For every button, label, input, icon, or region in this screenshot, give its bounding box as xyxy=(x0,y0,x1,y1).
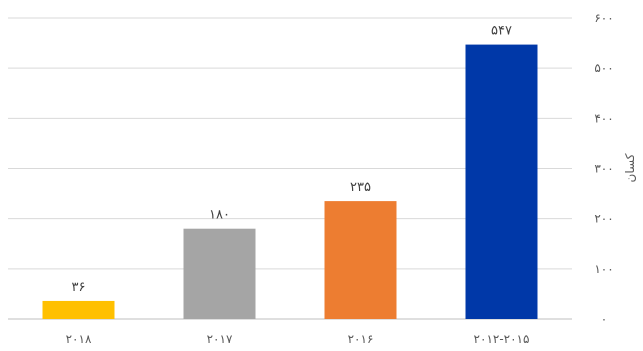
y-tick-label: ۲۰۰ xyxy=(594,212,613,226)
bar xyxy=(324,201,397,319)
data-label: ۳۶ xyxy=(72,280,86,295)
x-tick-label: ۲۰۱۸ xyxy=(66,332,92,346)
x-tick-label: ۲۰۱۲-۲۰۱۵ xyxy=(474,332,530,346)
y-tick-label: ۴۰۰ xyxy=(594,111,613,125)
x-tick-label: ۲۰۱۶ xyxy=(348,332,374,346)
y-tick-label: ۰ xyxy=(601,312,607,326)
data-label: ۲۳۵ xyxy=(350,180,371,195)
bar xyxy=(42,300,115,319)
y-tick-label: ۵۰۰ xyxy=(594,61,613,75)
data-label: ۱۸۰ xyxy=(209,208,230,223)
y-tick-label: ۶۰۰ xyxy=(594,11,613,25)
y-tick-label: ۱۰۰ xyxy=(594,262,613,276)
y-tick-label: ۳۰۰ xyxy=(594,162,613,176)
bar xyxy=(183,228,256,319)
x-tick-label: ۲۰۱۷ xyxy=(207,332,233,346)
bar xyxy=(465,44,538,320)
data-label: ۵۴۷ xyxy=(491,24,512,39)
y-axis-title: کسان xyxy=(623,153,637,182)
